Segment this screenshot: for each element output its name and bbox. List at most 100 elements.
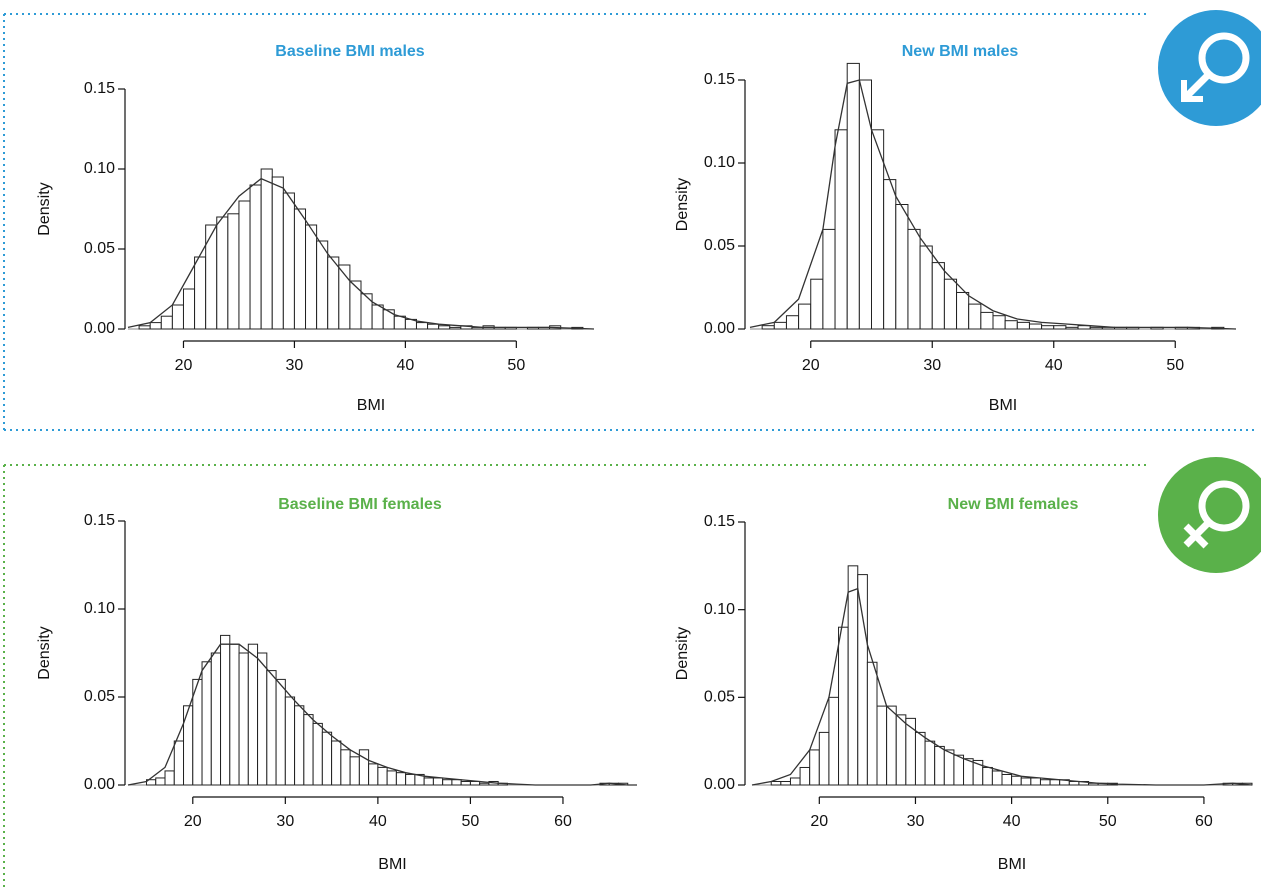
bar [838, 626, 849, 786]
bar [1068, 780, 1080, 786]
bar [238, 200, 251, 330]
bar [449, 326, 462, 330]
density-curve [751, 587, 1253, 786]
y-tick-label: 0.00 [704, 320, 735, 337]
bar [227, 213, 240, 330]
bar [312, 722, 323, 786]
density-curve [127, 643, 637, 786]
bar [138, 325, 151, 330]
bar [943, 749, 955, 786]
y-axis-label: Density [674, 627, 691, 680]
bar [924, 740, 936, 786]
x-tick-label: 50 [1099, 813, 1117, 830]
x-tick-label: 40 [1003, 813, 1021, 830]
x-tick-label: 20 [184, 813, 202, 830]
chart: Baseline BMI females BMI Density 0.00 0.05 0.… [36, 496, 637, 873]
bar [395, 772, 407, 786]
female-icon [1158, 457, 1261, 573]
bar [216, 216, 229, 330]
density-curve [749, 79, 1237, 330]
bar [1004, 320, 1018, 330]
bar [303, 714, 314, 786]
y-tick-label: 0.05 [84, 240, 115, 257]
bar [886, 705, 897, 786]
y-axis-label: Density [36, 182, 53, 235]
bar [818, 731, 830, 786]
icon-arrow-head [1181, 80, 1203, 102]
x-tick-label: 30 [276, 813, 294, 830]
x-tick-label: 50 [507, 357, 525, 374]
chart-title: Baseline BMI females [278, 496, 442, 513]
bar [761, 325, 775, 330]
bar [293, 208, 307, 330]
bar [149, 322, 162, 330]
icon-cross [1183, 523, 1209, 549]
bar [907, 228, 921, 330]
bar [371, 304, 384, 330]
bar [294, 705, 305, 786]
x-tick-label: 40 [369, 813, 387, 830]
icon-arrow [1184, 72, 1211, 99]
bar [451, 779, 462, 786]
bar [469, 780, 481, 786]
bar [982, 766, 993, 786]
bar [260, 168, 273, 330]
bar [432, 777, 444, 786]
bar [282, 192, 295, 330]
x-tick-label: 40 [396, 357, 414, 374]
bar [182, 288, 196, 330]
bar [991, 770, 1003, 786]
bar [883, 179, 897, 330]
bar [980, 311, 994, 330]
bar [393, 315, 406, 330]
bar [360, 293, 373, 330]
male-icon [1158, 10, 1261, 126]
bar [479, 782, 490, 786]
bar [963, 758, 974, 786]
bar [1020, 777, 1032, 786]
bar [201, 661, 212, 786]
bar [1028, 323, 1043, 330]
x-tick-label: 30 [286, 357, 304, 374]
bar [1065, 326, 1079, 330]
bar [919, 245, 933, 330]
bar [810, 278, 824, 330]
bar [194, 256, 207, 330]
x-tick-label: 30 [923, 357, 941, 374]
bar [160, 315, 173, 330]
bar [943, 278, 958, 330]
bar [1011, 775, 1022, 786]
x-tick-label: 50 [1166, 357, 1184, 374]
bar [1049, 779, 1061, 786]
bar [914, 731, 926, 786]
bar [405, 773, 416, 786]
bar [442, 779, 453, 786]
bar [275, 678, 286, 786]
y-tick-label: 0.10 [84, 160, 115, 177]
chart: New BMI females BMI Density 0.00 0.05 0.10 0.1… [674, 496, 1253, 873]
bar [460, 780, 471, 786]
bar [316, 240, 329, 330]
x-tick-label: 20 [810, 813, 828, 830]
bar [438, 325, 451, 330]
icon-ring [1198, 32, 1250, 84]
y-tick-label: 0.00 [84, 320, 115, 337]
bar [340, 749, 351, 786]
bar [857, 574, 868, 786]
bar [1016, 321, 1030, 330]
y-tick-label: 0.00 [84, 776, 115, 793]
bar [847, 565, 859, 786]
bar [1001, 773, 1013, 786]
bar [798, 303, 812, 330]
bar [834, 129, 848, 330]
bar [247, 643, 259, 786]
x-axis-label: BMI [989, 397, 1017, 414]
bar [968, 303, 982, 330]
bar [229, 643, 240, 786]
bar [171, 304, 184, 330]
bar [1089, 326, 1103, 330]
bar [382, 309, 395, 330]
bar [192, 678, 203, 786]
bar [895, 714, 907, 786]
